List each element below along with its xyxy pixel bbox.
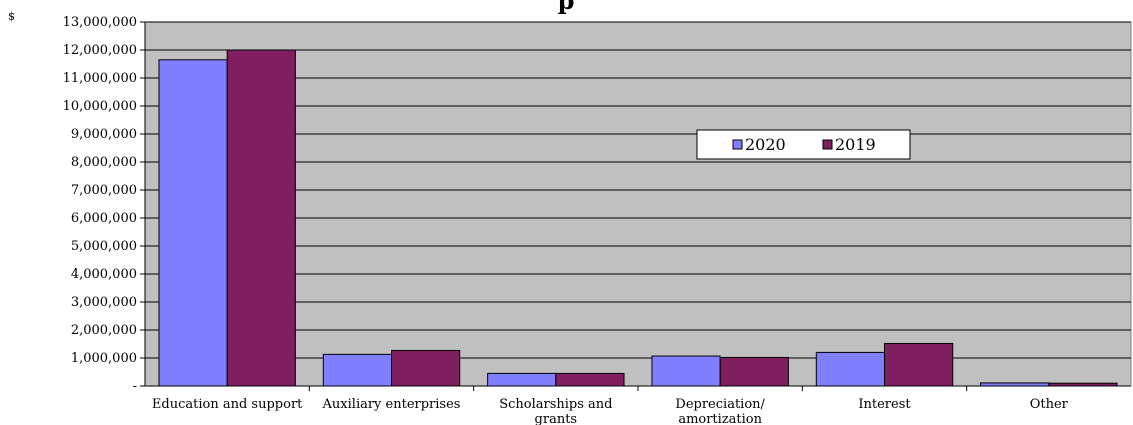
- y-tick-label: 3,000,000: [71, 295, 137, 310]
- plot-area: [144, 21, 1132, 387]
- bars: [158, 49, 1118, 387]
- bar-2020-3: [651, 355, 721, 387]
- chart-title-fragment: p: [558, 0, 575, 15]
- bar-2019-2: [555, 372, 625, 387]
- legend: 2020 2019: [696, 129, 911, 160]
- bar-2019-5: [1048, 382, 1118, 387]
- bar-2020-5: [980, 382, 1050, 387]
- y-tick-label: 11,000,000: [63, 71, 137, 86]
- y-tick-label: 4,000,000: [71, 267, 137, 282]
- x-category-label: Education and support: [152, 397, 303, 412]
- y-tick-label: 13,000,000: [63, 15, 137, 30]
- x-category-label: Depreciation/amortization: [675, 397, 765, 425]
- x-category-label-line: grants: [535, 412, 578, 425]
- x-category-label: Auxiliary enterprises: [322, 397, 461, 412]
- y-tick-label: 1,000,000: [71, 351, 137, 366]
- y-tick-label: 8,000,000: [71, 155, 137, 170]
- bar-2020-0: [158, 59, 228, 387]
- bar-2020-2: [487, 372, 557, 387]
- y-axis-ticks: - 1,000,000 2,000,000 3,000,000 4,000,000 5,0…: [63, 15, 145, 394]
- legend-swatch-2020: [732, 139, 743, 150]
- y-tick-label: 6,000,000: [71, 211, 137, 226]
- bar-2020-4: [815, 351, 886, 387]
- y-tick-label: 12,000,000: [63, 43, 137, 58]
- y-tick-label: 5,000,000: [71, 239, 137, 254]
- y-tick-label: 9,000,000: [71, 127, 137, 142]
- x-category-label-line: Interest: [858, 397, 911, 412]
- gridlines: [145, 21, 1131, 359]
- y-tick-label: 10,000,000: [63, 99, 137, 114]
- axes: [144, 22, 1131, 391]
- legend-swatch-2019: [822, 139, 833, 150]
- y-tick-label: 2,000,000: [71, 323, 137, 338]
- legend-label-2020: 2020: [745, 135, 786, 154]
- bar-2020-1: [322, 353, 392, 387]
- x-category-label-line: Education and support: [152, 397, 303, 412]
- x-axis-labels: Education and support Auxiliary enterpris…: [152, 397, 1069, 425]
- y-tick-label: -: [133, 379, 137, 394]
- x-category-label: Interest: [858, 397, 911, 412]
- legend-box: [696, 129, 911, 160]
- bar-2019-0: [226, 49, 296, 387]
- y-tick-label: 7,000,000: [71, 183, 137, 198]
- x-category-label-line: Other: [1030, 397, 1069, 412]
- x-category-label-line: Scholarships and: [499, 397, 612, 412]
- y-unit-label: $: [8, 10, 15, 23]
- x-category-label-line: Depreciation/: [675, 397, 765, 412]
- bar-2019-4: [884, 342, 954, 387]
- x-category-label-line: amortization: [678, 412, 762, 425]
- x-category-label-line: Auxiliary enterprises: [322, 397, 461, 412]
- bar-2019-3: [719, 356, 789, 387]
- x-category-label: Other: [1030, 397, 1069, 412]
- legend-label-2019: 2019: [835, 135, 876, 154]
- bar-2019-1: [391, 349, 461, 387]
- x-category-label: Scholarships and grants: [499, 397, 612, 425]
